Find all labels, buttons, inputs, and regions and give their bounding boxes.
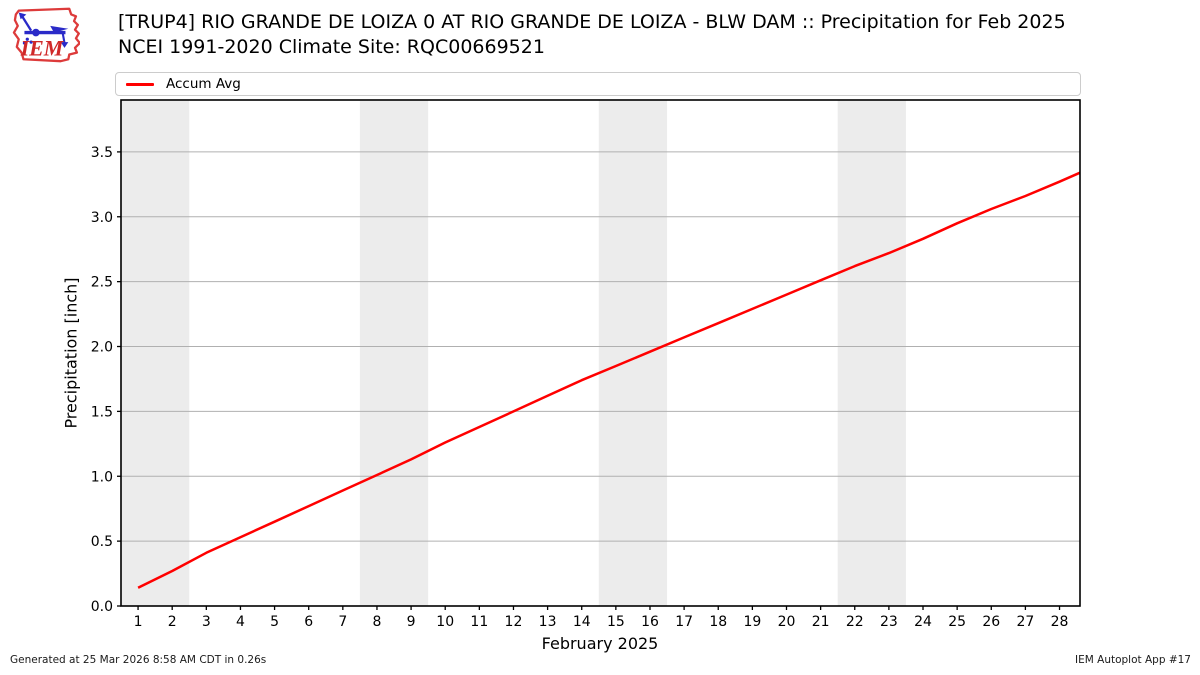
plot-border [120,99,1081,607]
x-tick-label: 18 [709,614,727,630]
x-tick-label: 14 [573,614,591,630]
y-tick-label: 0.5 [91,534,113,550]
x-tick-label: 13 [539,614,557,630]
x-tick-label: 6 [304,614,313,630]
wind-vane-icon [18,12,69,48]
y-tick-label: 3.5 [91,145,113,161]
legend-label: Accum Avg [166,76,241,92]
x-tick-label: 2 [168,614,177,630]
y-tick-label: 2.5 [91,275,113,291]
y-tick-label: 0.0 [91,599,113,615]
x-tick-label: 27 [1016,614,1034,630]
x-tick-label: 15 [607,614,625,630]
x-tick-label: 24 [914,614,932,630]
chart-title: [TRUP4] RIO GRANDE DE LOIZA 0 AT RIO GRA… [118,10,1066,59]
y-tick-label: 2.0 [91,340,113,356]
weekend-band [598,100,668,606]
iem-logo-text: IEM [20,35,65,60]
weekend-band [121,100,190,606]
iowa-outline-icon [12,7,80,63]
weekend-band [837,100,906,606]
accum-avg-line [137,171,1081,589]
x-tick-label: 19 [743,614,761,630]
generated-timestamp: Generated at 25 Mar 2026 8:58 AM CDT in … [10,654,267,666]
y-axis-label: Precipitation [inch] [61,277,81,429]
x-tick-label: 22 [846,614,864,630]
weekend-band [359,100,429,606]
x-tick-label: 5 [270,614,279,630]
chart-title-line2: NCEI 1991-2020 Climate Site: RQC00669521 [118,35,545,58]
x-tick-label: 8 [372,614,381,630]
x-tick-label: 25 [948,614,966,630]
x-tick-label: 21 [812,614,830,630]
x-tick-label: 3 [202,614,211,630]
x-tick-label: 9 [407,614,416,630]
x-axis-label: February 2025 [541,634,659,653]
chart-title-line1: [TRUP4] RIO GRANDE DE LOIZA 0 AT RIO GRA… [118,11,1066,33]
app-credit: IEM Autoplot App #17 [1075,654,1191,666]
x-tick-label: 28 [1051,614,1069,630]
y-tick-label: 1.5 [91,404,113,420]
x-tick-label: 23 [880,614,898,630]
x-tick-label: 11 [470,614,488,630]
legend: Accum Avg [115,72,1081,96]
legend-line-swatch [126,82,154,86]
x-tick-label: 4 [236,614,245,630]
x-tick-label: 17 [675,614,693,630]
x-tick-label: 16 [641,614,659,630]
x-tick-label: 26 [982,614,1000,630]
x-tick-label: 10 [436,614,454,630]
iem-logo: IEM [12,7,80,63]
y-tick-label: 3.0 [91,210,113,226]
x-tick-label: 7 [338,614,347,630]
x-tick-label: 1 [134,614,143,630]
x-tick-label: 12 [505,614,523,630]
y-tick-label: 1.0 [91,469,113,485]
x-tick-label: 20 [778,614,796,630]
